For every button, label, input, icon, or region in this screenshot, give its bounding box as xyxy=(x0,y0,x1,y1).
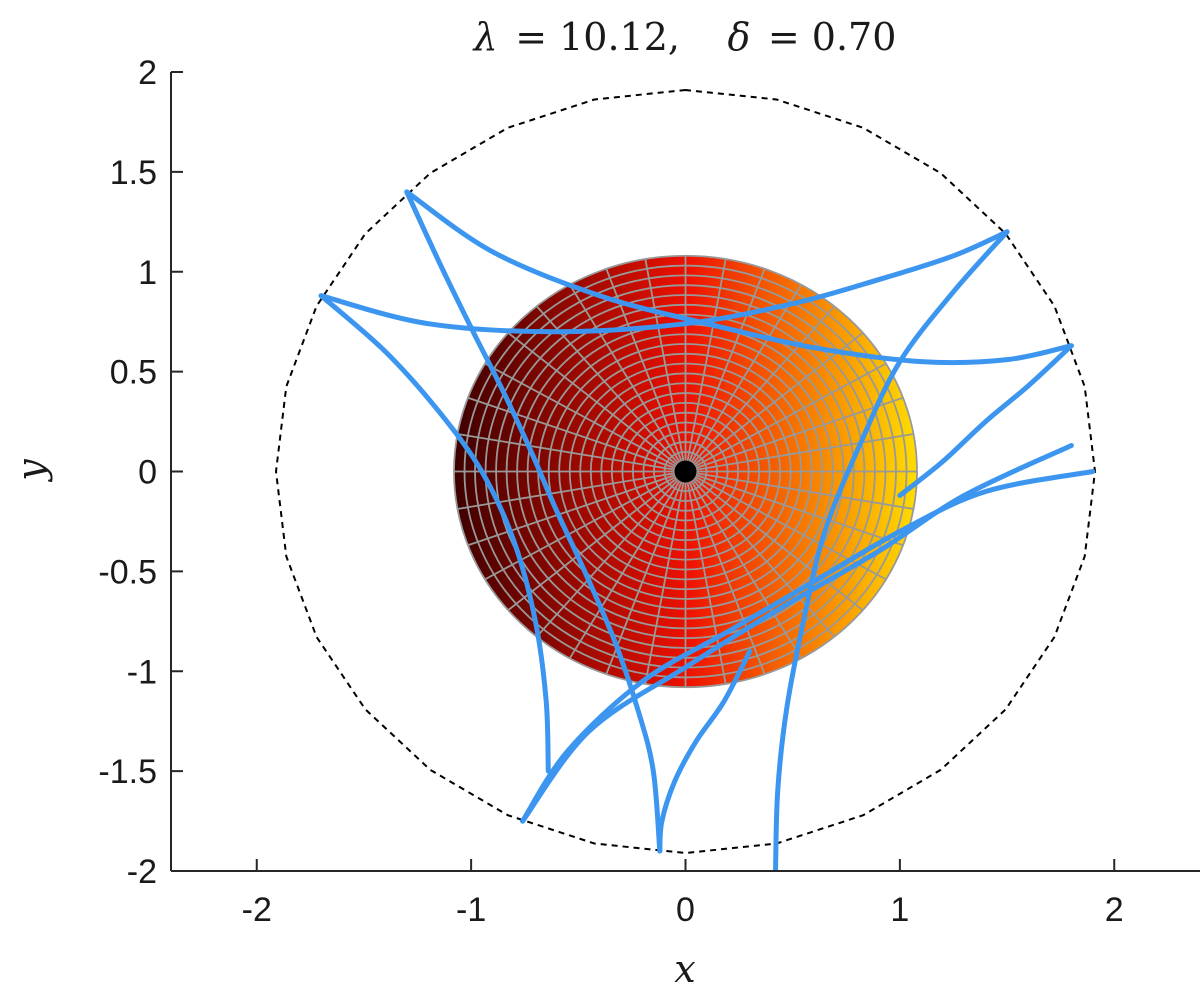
y-axis-label: y xyxy=(9,459,53,483)
mesh-spoke xyxy=(644,471,687,685)
axes: -2 -1 0 1 2 -2 -1.5 -1 -0.5 0 0.5 1 1.5 2 xyxy=(98,54,1200,929)
mesh-spoke xyxy=(684,332,864,473)
y-tick-label: 0.5 xyxy=(110,354,157,392)
mesh-spoke xyxy=(467,470,686,547)
mesh-spoke xyxy=(685,470,904,547)
x-tick-label: -1 xyxy=(456,891,486,929)
mesh-spoke xyxy=(568,471,687,659)
y-tick-label: 2 xyxy=(138,54,157,92)
mesh-spoke xyxy=(484,362,686,473)
mesh-spoke xyxy=(507,470,687,611)
mesh-spoke xyxy=(684,470,835,638)
mesh-spoke xyxy=(685,470,914,510)
curve-7 xyxy=(657,648,753,854)
title-delta-symbol: δ xyxy=(727,15,750,59)
y-tick-label: 1 xyxy=(138,254,157,292)
mesh-spoke xyxy=(685,362,887,473)
chart-title: λ = 10.12, δ = 0.70 xyxy=(472,15,897,59)
y-tick-label: -1 xyxy=(127,653,157,691)
x-axis-label: x xyxy=(674,947,695,991)
mesh-spoke xyxy=(685,433,914,473)
mesh-spoke xyxy=(685,396,904,473)
title-lambda-symbol: λ xyxy=(472,15,498,59)
curve-6 xyxy=(520,443,1074,824)
mesh-spoke xyxy=(684,305,835,473)
mesh-spoke xyxy=(568,284,687,472)
title-lambda-value: = 10.12, xyxy=(515,15,680,59)
curve-8 xyxy=(773,229,1010,871)
y-tick-label: -1.5 xyxy=(98,753,157,791)
mesh-spoke xyxy=(536,470,687,638)
x-tick-label: 0 xyxy=(676,891,695,929)
title-delta-value: = 0.70 xyxy=(768,15,897,59)
boundary-polygon xyxy=(274,88,1097,855)
mesh-spoke xyxy=(684,470,864,611)
plot-area xyxy=(274,88,1097,871)
curve-2 xyxy=(404,189,1074,366)
curve-1 xyxy=(404,189,663,854)
center-dot xyxy=(674,460,697,483)
curve-9 xyxy=(897,343,1074,498)
mesh-spoke xyxy=(684,268,766,472)
mesh-spoke xyxy=(605,471,687,675)
mesh-spoke xyxy=(684,471,803,659)
curve-3 xyxy=(318,229,1010,335)
y-tick-label: 1.5 xyxy=(110,154,157,192)
mesh-spoke xyxy=(507,332,687,473)
mesh-spoke xyxy=(644,258,687,472)
mesh-spoke xyxy=(684,471,766,675)
y-tick-label: -0.5 xyxy=(98,553,157,591)
curve-4 xyxy=(318,293,551,774)
mesh-spoke xyxy=(457,433,686,473)
y-tick-label: 0 xyxy=(138,454,157,492)
mesh-spoke xyxy=(684,258,727,472)
mesh-spoke xyxy=(467,396,686,473)
mesh-spoke xyxy=(684,284,803,472)
x-tick-label: -2 xyxy=(242,891,272,929)
y-tick-label: -2 xyxy=(127,853,157,891)
mesh-spoke xyxy=(685,470,887,581)
x-tick-label: 2 xyxy=(1105,891,1124,929)
x-tick-label: 1 xyxy=(890,891,909,929)
